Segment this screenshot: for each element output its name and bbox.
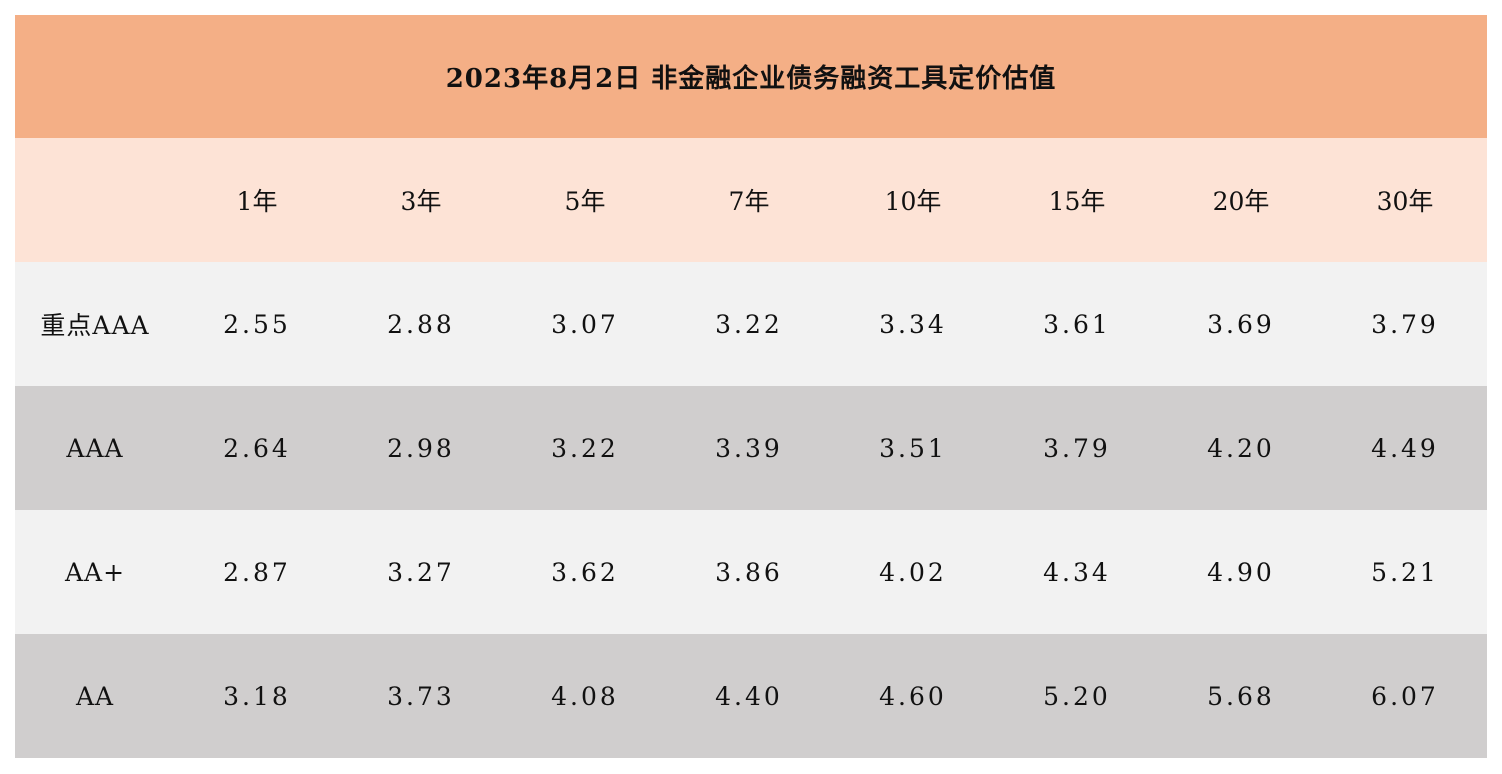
valuation-table-container: 2023年8月2日 非金融企业债务融资工具定价估值 1年 3年 5年 7年 10…	[15, 15, 1488, 758]
table-row: 重点AAA 2.55 2.88 3.07 3.22 3.34 3.61 3.69…	[15, 262, 1488, 386]
valuation-table: 2023年8月2日 非金融企业债务融资工具定价估值 1年 3年 5年 7年 10…	[15, 15, 1488, 758]
value-cell: 5.68	[1207, 681, 1275, 711]
value-cell: 3.39	[715, 433, 783, 463]
value-cell: 3.69	[1207, 309, 1275, 339]
table-row: AAA 2.64 2.98 3.22 3.39 3.51 3.79 4.20 4…	[15, 386, 1488, 510]
value-cell: 4.34	[1043, 557, 1111, 587]
header-cell-30y: 30年	[1376, 187, 1434, 216]
header-cell-1y: 1年	[236, 187, 278, 216]
value-cell: 2.64	[223, 433, 291, 463]
row-label: AAA	[66, 433, 124, 463]
value-cell: 2.98	[387, 433, 455, 463]
value-cell: 2.87	[223, 557, 291, 587]
value-cell: 3.62	[551, 557, 619, 587]
value-cell: 3.79	[1371, 309, 1439, 339]
table-row: AA 3.18 3.73 4.08 4.40 4.60 5.20 5.68 6.…	[15, 634, 1488, 758]
value-cell: 3.34	[879, 309, 947, 339]
value-cell: 4.40	[715, 681, 783, 711]
value-cell: 4.90	[1207, 557, 1275, 587]
row-label: AA+	[64, 557, 126, 587]
header-cell-empty	[15, 138, 175, 262]
row-label: AA	[75, 681, 115, 711]
value-cell: 3.18	[223, 681, 291, 711]
value-cell: 2.88	[387, 309, 455, 339]
value-cell: 3.51	[879, 433, 947, 463]
value-cell: 4.20	[1207, 433, 1275, 463]
header-cell-15y: 15年	[1048, 187, 1106, 216]
value-cell: 3.07	[551, 309, 619, 339]
header-cell-7y: 7年	[728, 187, 770, 216]
value-cell: 3.86	[715, 557, 783, 587]
header-cell-20y: 20年	[1212, 187, 1270, 216]
value-cell: 5.20	[1043, 681, 1111, 711]
table-row: AA+ 2.87 3.27 3.62 3.86 4.02 4.34 4.90 5…	[15, 510, 1488, 634]
value-cell: 3.27	[387, 557, 455, 587]
value-cell: 3.61	[1043, 309, 1111, 339]
header-cell-3y: 3年	[400, 187, 442, 216]
value-cell: 4.60	[879, 681, 947, 711]
value-cell: 4.08	[551, 681, 619, 711]
title-row: 2023年8月2日 非金融企业债务融资工具定价估值	[15, 15, 1488, 138]
value-cell: 3.22	[551, 433, 619, 463]
value-cell: 3.73	[387, 681, 455, 711]
value-cell: 3.79	[1043, 433, 1111, 463]
value-cell: 4.49	[1371, 433, 1439, 463]
value-cell: 6.07	[1371, 681, 1439, 711]
value-cell: 4.02	[879, 557, 947, 587]
value-cell: 2.55	[223, 309, 291, 339]
value-cell: 5.21	[1371, 557, 1439, 587]
header-cell-5y: 5年	[564, 187, 606, 216]
value-cell: 3.22	[715, 309, 783, 339]
table-title: 2023年8月2日 非金融企业债务融资工具定价估值	[445, 64, 1057, 94]
row-label: 重点AAA	[40, 311, 150, 340]
header-row: 1年 3年 5年 7年 10年 15年 20年 30年	[15, 138, 1488, 262]
header-cell-10y: 10年	[884, 187, 942, 216]
